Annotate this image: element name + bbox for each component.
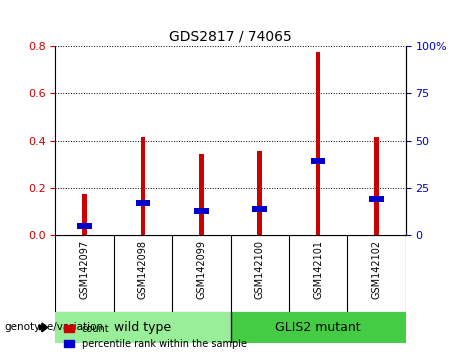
Text: GSM142100: GSM142100 xyxy=(254,240,265,299)
Bar xyxy=(311,158,325,164)
Bar xyxy=(374,137,379,235)
Text: GSM142099: GSM142099 xyxy=(196,240,207,299)
Text: GLIS2 mutant: GLIS2 mutant xyxy=(275,321,361,334)
Bar xyxy=(136,200,150,206)
Text: GSM142101: GSM142101 xyxy=(313,240,323,299)
Bar xyxy=(141,137,145,235)
Bar xyxy=(369,196,384,202)
Text: GSM142097: GSM142097 xyxy=(79,240,89,299)
Text: GSM142102: GSM142102 xyxy=(372,240,382,299)
Legend: count, percentile rank within the sample: count, percentile rank within the sample xyxy=(60,320,250,353)
Title: GDS2817 / 74065: GDS2817 / 74065 xyxy=(169,29,292,44)
Bar xyxy=(194,207,208,213)
Text: genotype/variation: genotype/variation xyxy=(5,322,104,332)
Bar xyxy=(82,194,87,235)
Text: wild type: wild type xyxy=(114,321,171,334)
Text: GSM142098: GSM142098 xyxy=(138,240,148,299)
Bar xyxy=(316,52,320,235)
Bar xyxy=(257,152,262,235)
Bar xyxy=(77,223,92,229)
Bar xyxy=(199,154,204,235)
Bar xyxy=(253,206,267,212)
Bar xyxy=(230,312,406,343)
Bar xyxy=(55,312,230,343)
